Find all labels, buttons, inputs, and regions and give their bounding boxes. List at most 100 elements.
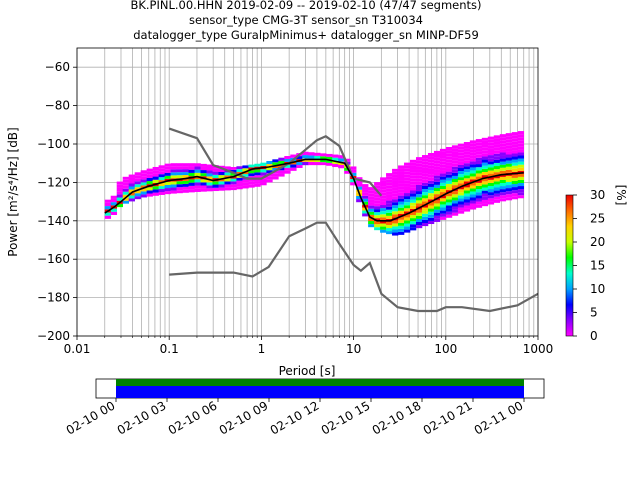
psd-heat-cell bbox=[194, 182, 201, 186]
psd-heat-cell bbox=[427, 202, 435, 206]
psd-heat-cell bbox=[284, 164, 291, 168]
psd-heat-cell bbox=[481, 184, 489, 188]
psd-heat-cell bbox=[368, 224, 375, 228]
psd-heat-cell bbox=[122, 197, 129, 201]
psd-heat-cell bbox=[451, 206, 459, 210]
psd-heat-cell bbox=[200, 182, 207, 186]
psd-heat-cell bbox=[433, 157, 441, 161]
psd-heat-cell bbox=[350, 172, 357, 176]
psd-heat-cell bbox=[332, 154, 339, 158]
y-tick-label: −180 bbox=[37, 291, 70, 305]
psd-heat-cell bbox=[505, 191, 513, 195]
coverage-tick-label: 02-10 03 bbox=[115, 398, 169, 437]
psd-heat-cell bbox=[439, 179, 447, 183]
psd-heat-cell bbox=[463, 142, 471, 146]
psd-heat-cell bbox=[152, 173, 159, 177]
psd-heat-cell bbox=[374, 194, 381, 198]
psd-heat-cell bbox=[439, 167, 447, 171]
psd-heat-cell bbox=[433, 160, 441, 164]
psd-heat-cell bbox=[481, 137, 489, 141]
psd-heat-cell bbox=[409, 211, 417, 216]
psd-heat-cell bbox=[415, 181, 423, 185]
x-tick-label: 0.01 bbox=[64, 342, 91, 356]
psd-heat-cell bbox=[404, 214, 411, 218]
psd-heat-cell bbox=[469, 167, 477, 171]
x-tick-label: 1000 bbox=[523, 342, 554, 356]
psd-heat-cell bbox=[457, 149, 465, 153]
psd-heat-cell bbox=[409, 162, 417, 166]
psd-heat-cell bbox=[398, 186, 405, 190]
psd-heat-cell bbox=[134, 190, 141, 194]
psd-heat-cell bbox=[260, 162, 267, 166]
psd-heat-cell bbox=[409, 190, 417, 194]
psd-heat-cell bbox=[374, 203, 381, 207]
psd-heat-cell bbox=[404, 211, 411, 215]
psd-heat-cell bbox=[188, 182, 195, 186]
psd-heat-cell bbox=[326, 153, 333, 157]
psd-heat-cell bbox=[439, 151, 447, 156]
psd-heat-cell bbox=[164, 169, 171, 173]
psd-heat-cell bbox=[433, 206, 441, 210]
psd-heat-cell bbox=[146, 177, 153, 182]
psd-heat-cell bbox=[212, 181, 219, 185]
psd-heat-cell bbox=[182, 183, 189, 187]
psd-heat-cell bbox=[398, 171, 405, 175]
psd-heat-cell bbox=[164, 172, 171, 176]
psd-heat-cell bbox=[350, 169, 357, 173]
psd-heat-cell bbox=[296, 162, 303, 166]
psd-heat-cell bbox=[212, 187, 219, 192]
psd-heat-cell bbox=[104, 206, 112, 210]
psd-heat-cell bbox=[128, 195, 135, 199]
psd-heat-cell bbox=[415, 178, 423, 182]
psd-heat-cell bbox=[398, 192, 405, 196]
psd-heat-cell bbox=[380, 192, 387, 196]
psd-heat-cell bbox=[511, 174, 519, 178]
psd-heat-cell bbox=[392, 168, 399, 172]
psd-heat-cell bbox=[499, 176, 507, 180]
psd-heat-cell bbox=[505, 157, 513, 161]
psd-heat-cell bbox=[421, 155, 429, 159]
psd-heat-cell bbox=[242, 168, 249, 172]
psd-heat-cell bbox=[110, 211, 118, 215]
psd-heat-cell bbox=[260, 178, 267, 183]
psd-heat-cell bbox=[433, 169, 441, 173]
psd-heat-cell bbox=[493, 196, 501, 200]
psd-heat-cell bbox=[421, 213, 429, 217]
low-noise-model bbox=[169, 221, 538, 313]
psd-heat-cell bbox=[415, 160, 423, 164]
psd-heat-cell bbox=[475, 204, 483, 208]
psd-heat-cell bbox=[433, 200, 441, 204]
psd-heat-cell bbox=[218, 181, 225, 185]
psd-heat-cell bbox=[493, 141, 501, 145]
psd-heat-cell bbox=[236, 186, 243, 190]
psd-heat-cell bbox=[463, 166, 471, 170]
psd-heat-cell bbox=[493, 159, 501, 163]
psd-heat-cell bbox=[200, 179, 207, 183]
psd-heat-cell bbox=[110, 202, 118, 206]
psd-heat-cell bbox=[284, 156, 291, 159]
title-line-1: BK.PINL.00.HHN 2019-02-09 -- 2019-02-10 … bbox=[130, 0, 481, 12]
psd-heat-cell bbox=[433, 184, 441, 188]
psd-heat-cell bbox=[152, 179, 159, 183]
psd-heat-cell bbox=[409, 169, 417, 173]
psd-heat-cell bbox=[439, 170, 447, 174]
psd-heat-cell bbox=[493, 147, 501, 151]
psd-heat-cell bbox=[463, 163, 471, 167]
psd-heat-cell bbox=[386, 228, 393, 232]
psd-heat-cell bbox=[487, 136, 495, 140]
psd-heat-cell bbox=[398, 198, 405, 202]
psd-heat-cell bbox=[469, 206, 477, 210]
psd-heat-cell bbox=[146, 171, 153, 175]
psd-heat-cell bbox=[110, 208, 118, 212]
psd-heat-cell bbox=[200, 188, 207, 192]
psd-heat-cell bbox=[457, 192, 465, 196]
psd-heat-cell bbox=[445, 211, 453, 215]
psd-heat-cell bbox=[398, 213, 405, 217]
psd-heat-cell bbox=[517, 152, 525, 156]
psd-heat-cell bbox=[505, 194, 513, 198]
psd-heat-cell bbox=[392, 223, 399, 227]
psd-heat-cell bbox=[445, 153, 453, 157]
psd-heat-cell bbox=[421, 198, 429, 202]
psd-heat-cell bbox=[272, 159, 279, 163]
psd-heat-cell bbox=[392, 202, 399, 206]
